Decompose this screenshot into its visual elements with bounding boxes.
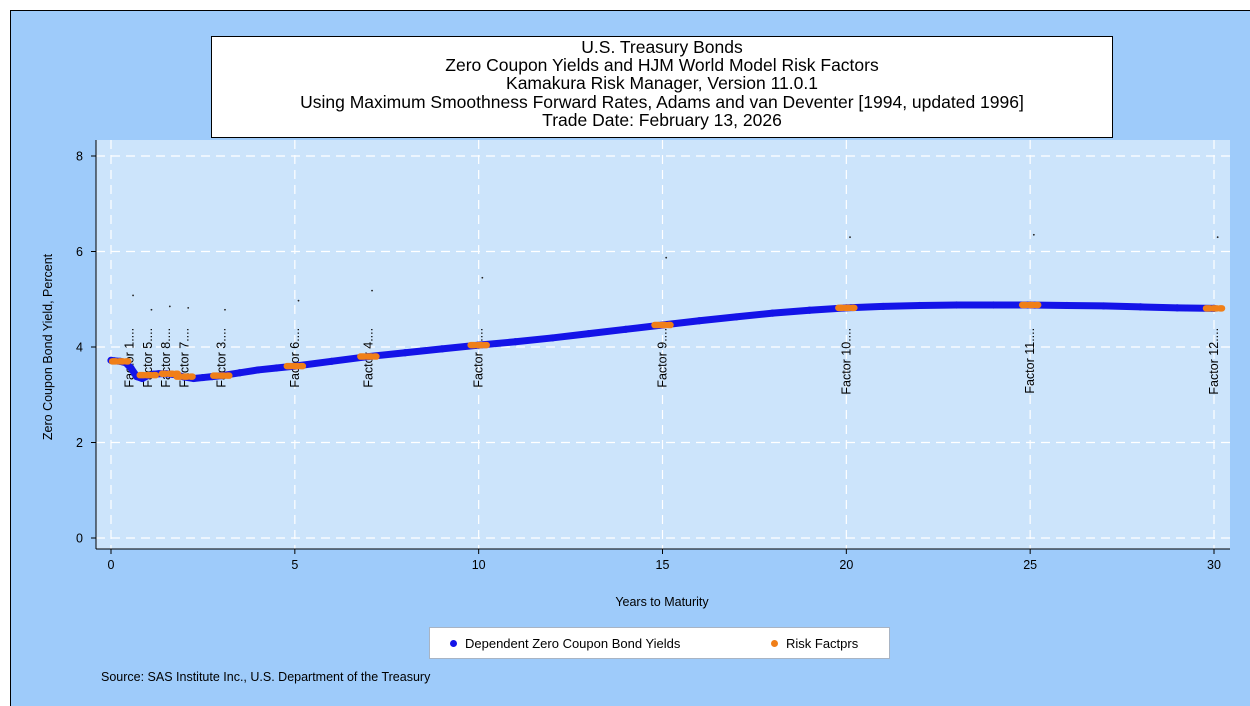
yield-point-29 (622, 325, 630, 333)
y-tick-label-1: 2 (76, 436, 83, 450)
stray-point-11 (1216, 236, 1219, 239)
stray-point-5 (297, 299, 300, 302)
y-tick-label-3: 6 (76, 245, 83, 259)
chart-title-line-1: U.S. Treasury Bonds (581, 37, 743, 57)
legend-label-yields: Dependent Zero Coupon Bond Yields (465, 636, 681, 651)
x-tick-label-1: 5 (291, 558, 298, 572)
stray-point-8 (665, 256, 668, 259)
x-tick-label-3: 15 (656, 558, 670, 572)
chart-title-line-5: Trade Date: February 13, 2026 (542, 109, 782, 130)
yield-point-43 (1136, 303, 1145, 311)
yield-point-21 (328, 357, 336, 365)
yield-point-27 (548, 334, 556, 342)
yield-point-18 (254, 366, 262, 374)
yield-point-39 (989, 301, 998, 309)
legend-item-factors: Risk Factprs (771, 636, 858, 651)
yield-point-14 (199, 373, 207, 382)
yield-point-19 (272, 364, 281, 372)
x-axis-label: Years to Maturity (615, 595, 709, 609)
yield-point-32 (732, 313, 740, 321)
chart-title-line-4: Using Maximum Smoothness Forward Rates, … (300, 91, 1024, 112)
x-tick-label-0: 0 (108, 558, 115, 572)
source-note: Source: SAS Institute Inc., U.S. Departm… (101, 670, 431, 684)
yield-point-42 (1100, 302, 1108, 310)
yield-point-41 (1063, 301, 1071, 310)
axes: 0 5 10 15 20 25 30 0 2 4 6 8 (76, 140, 1230, 572)
yield-point-17 (236, 369, 244, 377)
yield-point-4 (127, 364, 135, 373)
stray-point-2 (168, 305, 171, 308)
grid-lines (96, 140, 1230, 549)
legend-marker-factors (771, 640, 778, 648)
yield-point-36 (879, 302, 887, 311)
y-tick-label-4: 8 (76, 150, 83, 164)
factor-annotation-11: Factor 12.... (1207, 328, 1221, 395)
x-tick-label-5: 25 (1023, 558, 1037, 572)
legend-label-factors: Risk Factprs (786, 636, 859, 651)
legend-item-yields: Dependent Zero Coupon Bond Yields (450, 636, 680, 651)
yield-point-24 (438, 345, 446, 353)
factor-annotation-5: Factor 6.... (288, 328, 302, 388)
y-axis-label: Zero Coupon Bond Yield, Percent (41, 253, 55, 440)
stray-point-6 (371, 289, 373, 292)
yield-point-28 (585, 330, 593, 338)
chart-title-line-3: Kamakura Risk Manager, Version 11.0.1 (506, 73, 818, 94)
y-tick-label-0: 0 (76, 532, 83, 546)
yield-point-44 (1173, 304, 1181, 312)
y-tick-label-2: 4 (76, 341, 83, 355)
chart-title-box: U.S. Treasury Bonds Zero Coupon Yields a… (211, 36, 1113, 138)
factor-annotation-7: Factor 2.... (472, 328, 486, 388)
legend: Dependent Zero Coupon Bond Yields Risk F… (429, 627, 890, 659)
stray-points (132, 233, 1219, 311)
factor-annotation-8: Factor 9.... (656, 328, 670, 388)
x-tick-label-2: 10 (472, 558, 486, 572)
yield-point-26 (511, 338, 520, 346)
yield-point-38 (953, 301, 961, 309)
stray-point-4 (224, 308, 226, 311)
factor-annotation-2: Factor 8.... (159, 328, 173, 388)
x-tick-label-4: 20 (839, 558, 853, 572)
stray-point-0 (132, 294, 134, 297)
stray-point-3 (187, 306, 190, 309)
factor-series (108, 301, 1226, 380)
yield-point-34 (805, 306, 814, 314)
yield-point-37 (916, 301, 924, 310)
yield-point-23 (401, 349, 409, 357)
stray-point-9 (849, 236, 851, 239)
yield-point-31 (695, 317, 703, 325)
chart-title-line-2: Zero Coupon Yields and HJM World Model R… (445, 55, 879, 76)
legend-marker-yields (450, 640, 457, 648)
stray-point-10 (1032, 233, 1035, 236)
stray-point-7 (481, 276, 484, 279)
factor-annotation-10: Factor 11.... (1023, 328, 1037, 394)
stray-point-1 (150, 308, 153, 311)
factor-annotation-9: Factor 10.... (839, 328, 853, 395)
yield-point-33 (769, 309, 777, 317)
x-tick-label-6: 30 (1207, 558, 1221, 572)
